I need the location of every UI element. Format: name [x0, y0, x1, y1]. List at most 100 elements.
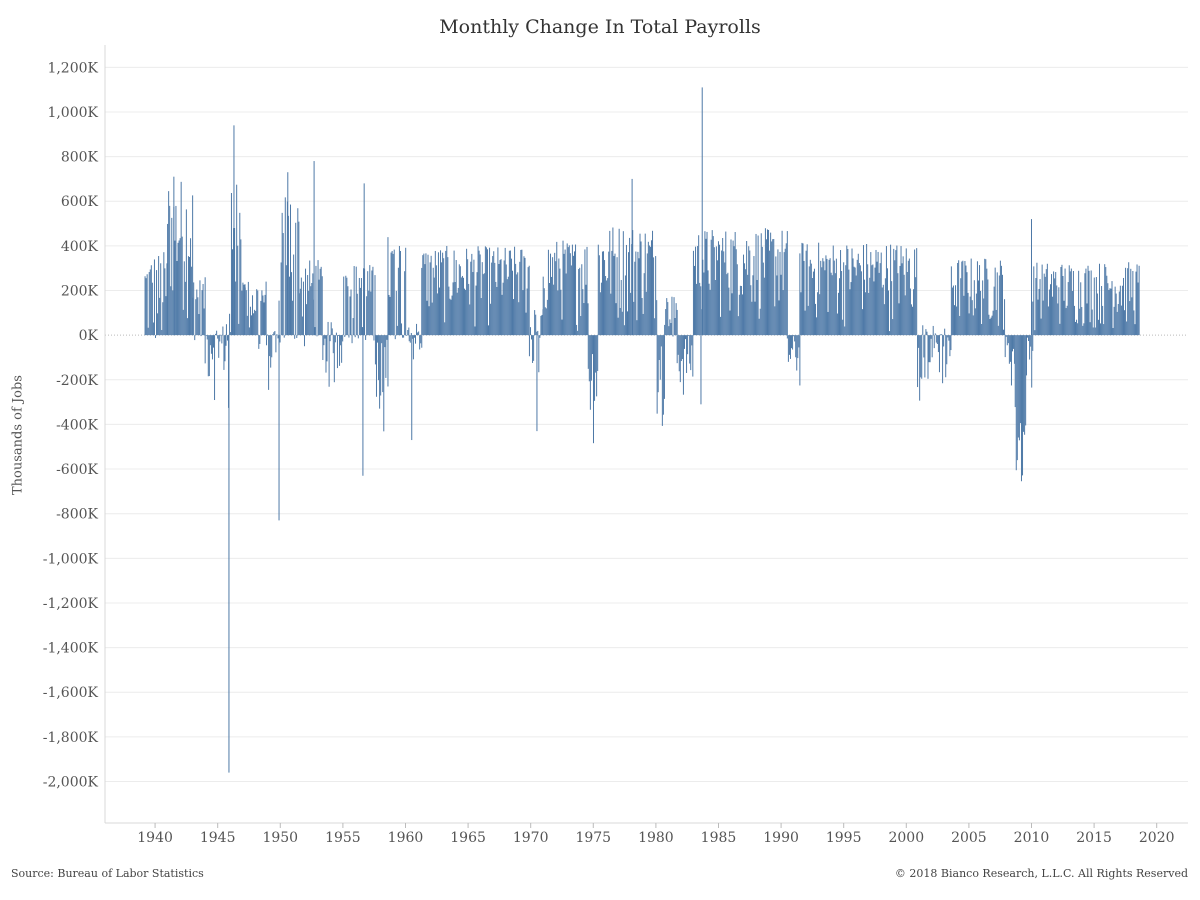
bar	[1122, 277, 1124, 336]
bar	[591, 335, 593, 355]
bar	[393, 249, 395, 336]
bar	[221, 335, 223, 344]
bar	[943, 335, 945, 347]
bar	[944, 328, 946, 336]
bar	[737, 316, 739, 336]
bar	[692, 250, 694, 336]
bar	[657, 335, 659, 393]
bar	[447, 257, 449, 336]
bar	[780, 274, 782, 336]
bar	[980, 290, 982, 336]
bar	[1069, 271, 1071, 336]
bar	[648, 245, 650, 336]
bar	[478, 250, 480, 336]
bar	[278, 335, 280, 521]
bar	[599, 292, 601, 336]
bar	[905, 248, 907, 336]
bar	[610, 293, 612, 336]
bar	[181, 236, 183, 336]
bar	[620, 279, 622, 336]
bar	[482, 274, 484, 336]
bar	[490, 303, 492, 336]
bar	[483, 273, 485, 336]
bar	[505, 264, 507, 336]
bar	[421, 335, 423, 348]
bar	[824, 270, 826, 336]
bar	[1035, 278, 1037, 336]
bar	[963, 295, 965, 336]
bar	[630, 292, 632, 336]
bar	[169, 205, 171, 336]
bar	[346, 277, 348, 336]
bar	[541, 314, 543, 336]
bar	[646, 253, 648, 336]
bar	[702, 259, 704, 336]
bar	[625, 244, 627, 336]
bar	[621, 311, 623, 336]
bar	[246, 315, 248, 336]
bar	[993, 286, 995, 336]
bar	[543, 288, 545, 336]
bar	[409, 335, 411, 343]
bar	[710, 239, 712, 336]
bar	[975, 293, 977, 336]
bar	[560, 289, 562, 336]
bar	[1132, 271, 1134, 336]
bar	[674, 317, 676, 336]
bar	[1065, 308, 1067, 336]
bar	[972, 315, 974, 336]
bar	[301, 316, 303, 336]
bar	[1098, 263, 1100, 336]
bar	[699, 282, 701, 336]
bar	[955, 285, 957, 336]
bar	[381, 335, 383, 344]
bar	[803, 260, 805, 336]
bar	[1027, 335, 1029, 338]
bar	[580, 316, 582, 336]
bar	[633, 301, 635, 336]
bar	[659, 335, 661, 380]
bar	[637, 251, 639, 336]
bar	[1087, 265, 1089, 336]
bar	[327, 321, 329, 336]
bar	[666, 298, 668, 336]
bar	[1053, 271, 1055, 336]
bar	[317, 260, 319, 336]
bar	[498, 263, 500, 336]
bar	[497, 247, 499, 336]
bar	[316, 335, 318, 337]
bar	[701, 87, 703, 336]
bar	[269, 335, 271, 357]
bar	[429, 262, 431, 336]
bar	[600, 282, 602, 336]
bar	[1118, 291, 1120, 336]
bar	[765, 239, 767, 336]
bar	[878, 272, 880, 336]
bar	[840, 250, 842, 336]
bar	[416, 323, 418, 336]
bar	[385, 335, 387, 378]
bar	[982, 280, 984, 336]
bar	[738, 294, 740, 336]
x-tick-label: 2010	[1014, 830, 1050, 846]
bar	[926, 331, 928, 336]
bar	[436, 293, 438, 336]
bar	[1020, 335, 1022, 482]
bar	[847, 248, 849, 336]
bar	[152, 322, 154, 336]
bar	[862, 245, 864, 336]
bar	[423, 253, 425, 336]
bar	[446, 245, 448, 336]
bar	[915, 277, 917, 336]
bar	[531, 335, 533, 340]
bar	[983, 298, 985, 336]
bar	[556, 241, 558, 336]
bar	[461, 275, 463, 336]
bar	[506, 279, 508, 336]
bar	[398, 245, 400, 336]
bar	[689, 335, 691, 364]
bar	[224, 335, 226, 362]
bar	[868, 292, 870, 336]
bar	[309, 260, 311, 336]
bar	[664, 324, 666, 336]
